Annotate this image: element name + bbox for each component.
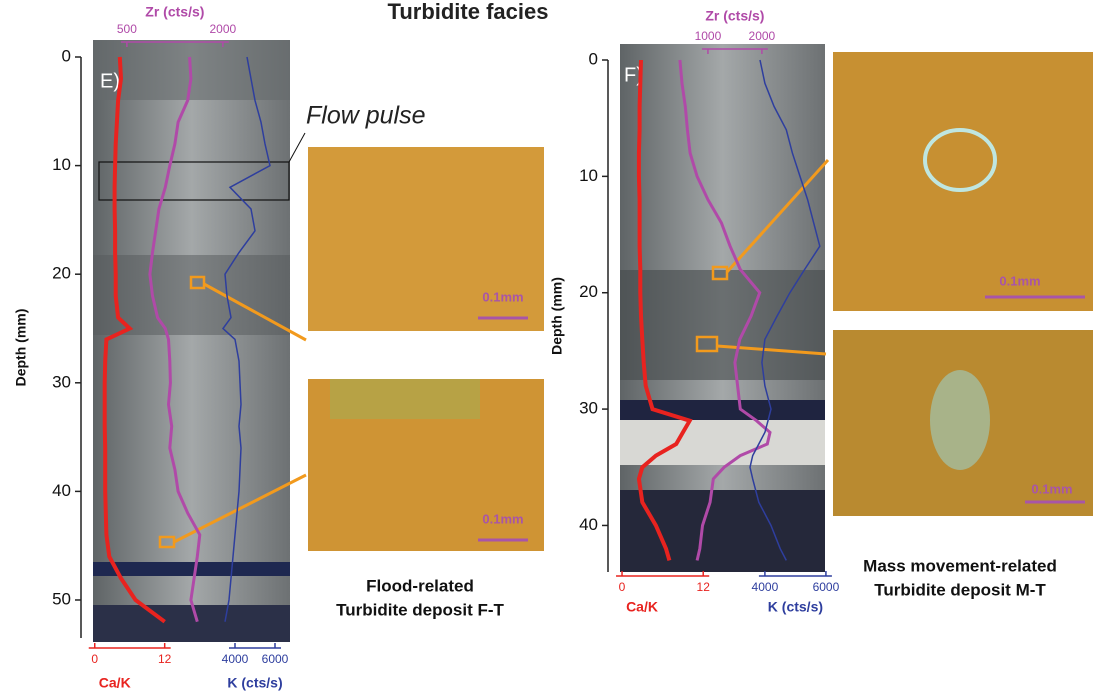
axis-title: K (cts/s) (227, 675, 282, 691)
core-band (93, 605, 290, 642)
axis-title: Zr (cts/s) (705, 8, 764, 24)
axis-title: Ca/K (99, 675, 131, 691)
x-tick-label: 12 (697, 580, 711, 594)
y-tick-label: 10 (52, 155, 71, 174)
core-band (620, 490, 825, 572)
x-tick-label: 0 (91, 652, 98, 666)
scale-label: 0.1mm (482, 511, 523, 526)
x-tick-label: 6000 (262, 652, 289, 666)
scale-label: 0.1mm (1031, 481, 1072, 496)
grain (930, 370, 990, 470)
x-tick-label: 0 (619, 580, 626, 594)
figure: 0.1mm 0.1mm 0.1mm 0.1mm Flow pulse Turbi… (0, 0, 1093, 696)
x-tick-label: 2000 (209, 22, 236, 36)
caption: Turbidite deposit M-T (874, 580, 1046, 599)
y-tick-label: 40 (579, 515, 598, 534)
x-tick-label: 6000 (813, 580, 840, 594)
page: {"title": "Turbidite facies", "flow_puls… (0, 0, 1093, 696)
caption: Turbidite deposit F-T (336, 600, 504, 619)
y-tick-label: 20 (579, 282, 598, 301)
y-tick-label: 10 (579, 166, 598, 185)
scale-label: 0.1mm (482, 289, 523, 304)
core-band (93, 562, 290, 576)
y-tick-label: 30 (579, 399, 598, 418)
leader-line (289, 133, 305, 162)
core-photo (93, 40, 290, 642)
title: Turbidite facies (388, 0, 549, 24)
y-tick-label: 0 (62, 46, 71, 65)
x-tick-label: 500 (117, 22, 137, 36)
caption: Mass movement-related (863, 556, 1057, 575)
axis-title: Zr (cts/s) (145, 4, 204, 20)
caption: Flood-related (366, 576, 474, 595)
y-tick-label: 40 (52, 481, 71, 500)
y-axis-label: Depth (mm) (13, 309, 29, 387)
micrograph (833, 52, 1093, 311)
y-tick-label: 20 (52, 264, 71, 283)
y-tick-label: 30 (52, 372, 71, 391)
panel-label: E) (100, 70, 120, 92)
x-tick-label: 12 (158, 652, 172, 666)
axis-title: K (cts/s) (768, 599, 823, 615)
annotation: Flow pulse (306, 102, 426, 130)
x-tick-label: 1000 (695, 29, 722, 43)
y-axis-label: Depth (mm) (549, 277, 565, 355)
x-tick-label: 4000 (222, 652, 249, 666)
x-tick-label: 4000 (752, 580, 779, 594)
x-tick-label: 2000 (749, 29, 776, 43)
scale-label: 0.1mm (999, 273, 1040, 288)
y-tick-label: 0 (589, 49, 598, 68)
micrograph-stain (330, 379, 480, 419)
y-tick-label: 50 (52, 589, 71, 608)
axis-title: Ca/K (626, 599, 658, 615)
